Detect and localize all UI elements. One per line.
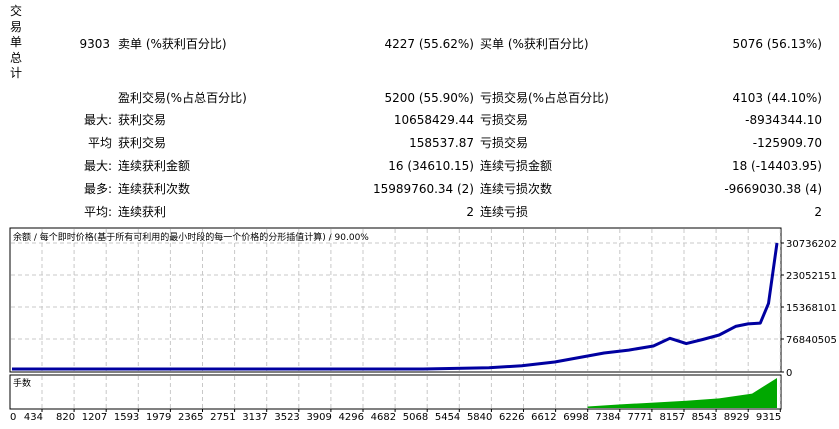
x-tick-label: 5068 [403,412,428,423]
x-tick-label: 2751 [210,412,235,423]
y-tick-label: 15368101 [786,303,837,314]
x-tick-label: 3137 [242,412,267,423]
left-value: 4227 (55.62%) [384,37,474,51]
y-tick-label: 76840505 [786,335,837,346]
left-label: 连续获利 [118,205,167,219]
x-tick-label: 7771 [627,412,652,423]
x-tick-label: 5454 [435,412,460,423]
x-tick-label: 6226 [499,412,524,423]
right-label: 连续亏损 [480,205,529,219]
x-tick-label: 1207 [82,412,107,423]
left-value: 158537.87 [409,136,474,150]
left-value: 16 (34610.15) [388,159,474,173]
right-label: 亏损交易(%占总百分比) [480,91,609,105]
left-value: 15989760.34 (2) [373,182,474,196]
row-prefix: 最大: [83,159,112,173]
section-title-vertical: 交 易 单 总 计 [10,4,24,82]
x-tick-label: 9315 [756,412,781,423]
y-tick-label: 23052151 [786,271,837,282]
x-tick-label: 3909 [306,412,331,423]
title-char: 计 [10,66,23,80]
row-prefix: 最多: [83,182,112,196]
x-tick-label: 7384 [595,412,620,423]
right-value: -125909.70 [752,136,822,150]
x-tick-label: 1593 [114,412,139,423]
x-tick-label: 8543 [692,412,717,423]
row-prefix: 平均: [83,205,112,219]
x-tick-label: 8157 [660,412,685,423]
y-tick-label: 30736202 [786,239,837,250]
left-value: 10658429.44 [393,113,474,127]
right-label: 连续亏损金额 [480,159,553,173]
left-label: 连续获利次数 [118,182,191,196]
total-trades-value: 9303 [79,37,110,51]
x-tick-label: 820 [56,412,75,423]
right-label: 连续亏损次数 [480,182,553,196]
x-tick-label: 2365 [178,412,203,423]
right-value: 4103 (44.10%) [732,91,822,105]
right-label: 亏损交易 [480,136,529,150]
x-tick-label: 5840 [467,412,492,423]
x-tick-label: 6612 [531,412,556,423]
left-label: 连续获利金额 [118,159,191,173]
row-prefix: 平均 [87,136,112,150]
title-char: 易 [10,19,23,34]
right-value: 5076 (56.13%) [732,37,822,51]
x-tick-label: 3523 [274,412,299,423]
lots-label: 手数 [13,377,31,389]
right-label: 买单 (%获利百分比) [480,37,589,51]
x-tick-label: 434 [24,412,43,423]
left-value: 2 [466,205,474,219]
x-tick-label: 4296 [339,412,364,423]
lots-area [587,378,777,408]
title-char: 总 [10,50,23,65]
left-value: 5200 (55.90%) [384,91,474,105]
right-value: 18 (-14403.95) [731,159,822,173]
y-tick-label: 0 [786,368,792,379]
x-tick-label: 4682 [371,412,396,423]
x-tick-label: 8929 [724,412,749,423]
row-prefix: 最大: [83,113,112,127]
title-char: 交 [10,4,23,18]
left-label: 盈利交易(%占总百分比) [118,91,247,105]
chart-header: 余额 / 每个即时价格(基于所有可利用的最小时段的每一个价格的分形插值计算) /… [13,231,369,243]
title-char: 单 [10,35,23,49]
balance-chart: 余额 / 每个即时价格(基于所有可利用的最小时段的每一个价格的分形插值计算) /… [0,226,839,429]
right-value: -8934344.10 [745,113,822,127]
left-label: 获利交易 [118,136,167,150]
x-tick-label: 6998 [563,412,588,423]
right-label: 亏损交易 [480,113,529,127]
balance-line [12,242,779,371]
right-value: -9669030.38 (4) [724,182,822,196]
right-value: 2 [814,205,822,219]
x-tick-label: 1979 [146,412,171,423]
left-label: 卖单 (%获利百分比) [118,37,227,51]
left-label: 获利交易 [118,113,167,127]
x-tick-label: 0 [10,412,16,423]
